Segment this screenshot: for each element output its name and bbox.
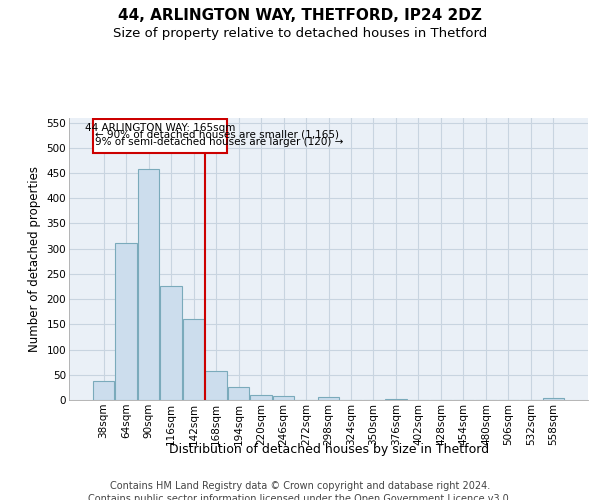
- Bar: [205, 371, 227, 400]
- Bar: [272, 396, 295, 400]
- Y-axis label: Number of detached properties: Number of detached properties: [28, 166, 41, 352]
- Bar: [92, 381, 115, 400]
- Bar: [137, 170, 160, 400]
- Text: 44, ARLINGTON WAY, THETFORD, IP24 2DZ: 44, ARLINGTON WAY, THETFORD, IP24 2DZ: [118, 8, 482, 22]
- Text: Size of property relative to detached houses in Thetford: Size of property relative to detached ho…: [113, 28, 487, 40]
- Bar: [542, 398, 565, 400]
- Bar: [317, 398, 340, 400]
- Bar: [227, 388, 250, 400]
- Bar: [250, 395, 272, 400]
- Bar: [182, 320, 205, 400]
- Text: Contains HM Land Registry data © Crown copyright and database right 2024.: Contains HM Land Registry data © Crown c…: [110, 481, 490, 491]
- Bar: [385, 399, 407, 400]
- Bar: [115, 243, 137, 400]
- Bar: [93, 118, 227, 153]
- Text: Contains public sector information licensed under the Open Government Licence v3: Contains public sector information licen…: [88, 494, 512, 500]
- Text: ← 90% of detached houses are smaller (1,165): ← 90% of detached houses are smaller (1,…: [95, 130, 340, 140]
- Text: Distribution of detached houses by size in Thetford: Distribution of detached houses by size …: [169, 442, 489, 456]
- Text: 9% of semi-detached houses are larger (120) →: 9% of semi-detached houses are larger (1…: [95, 136, 344, 146]
- Bar: [160, 286, 182, 400]
- Text: 44 ARLINGTON WAY: 165sqm: 44 ARLINGTON WAY: 165sqm: [85, 122, 235, 132]
